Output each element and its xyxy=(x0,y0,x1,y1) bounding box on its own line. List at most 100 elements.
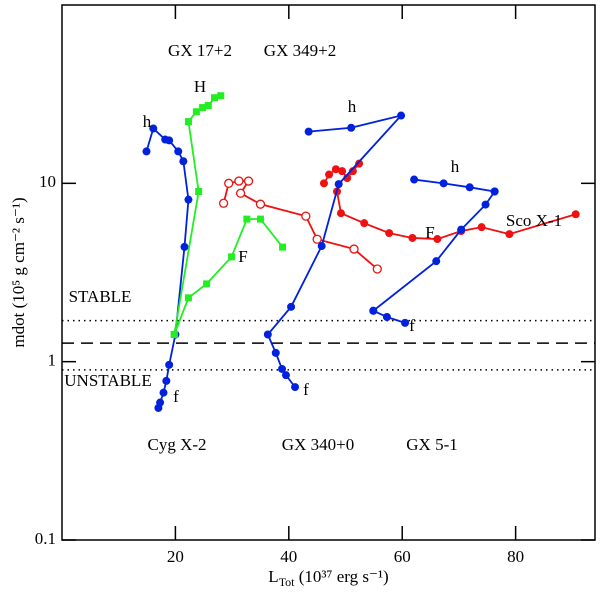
data-point xyxy=(179,157,188,166)
data-point xyxy=(490,187,499,196)
data-point xyxy=(159,388,168,397)
data-point xyxy=(195,187,203,195)
series-line xyxy=(372,190,496,312)
x-label-rest: (10³⁷ erg s⁻¹) xyxy=(295,567,389,586)
data-point xyxy=(281,371,290,380)
data-point xyxy=(571,210,580,219)
data-point xyxy=(218,198,229,208)
data-point xyxy=(304,127,313,136)
data-point xyxy=(347,123,356,132)
data-point xyxy=(271,348,280,357)
data-point xyxy=(154,403,163,412)
annotation: f xyxy=(409,316,415,335)
data-point xyxy=(235,188,246,198)
data-point xyxy=(204,102,212,110)
annotation: GX 17+2 xyxy=(168,41,232,60)
data-point xyxy=(256,215,264,223)
annotation: GX 340+0 xyxy=(282,435,354,454)
y-tick-label: 1 xyxy=(48,351,57,370)
annotation: UNSTABLE xyxy=(64,371,151,390)
annotation: f xyxy=(303,380,309,399)
annotation: F xyxy=(425,223,434,242)
data-point xyxy=(149,124,158,133)
data-point xyxy=(170,331,178,339)
data-point xyxy=(432,257,441,266)
data-point xyxy=(192,108,200,116)
data-point xyxy=(331,165,340,174)
data-point xyxy=(325,170,334,179)
x-axis-label: LTot (10³⁷ erg s⁻¹) xyxy=(268,567,388,589)
series-line xyxy=(336,191,576,240)
data-point xyxy=(505,230,514,239)
data-point xyxy=(397,111,406,120)
data-point xyxy=(243,176,254,186)
annotation: GX 5-1 xyxy=(406,435,457,454)
data-point xyxy=(142,147,151,156)
data-point xyxy=(184,118,192,126)
x-label-main: L xyxy=(268,567,278,586)
data-point xyxy=(348,167,357,176)
data-point xyxy=(174,147,183,156)
y-axis-label: mdot (10⁵ g cm⁻² s⁻¹) xyxy=(9,197,28,347)
data-point xyxy=(184,195,193,204)
data-point xyxy=(457,225,466,234)
series-line xyxy=(222,180,378,270)
data-point xyxy=(278,364,287,373)
annotation: F xyxy=(238,247,247,266)
plot-frame xyxy=(61,4,596,541)
data-point xyxy=(255,199,266,209)
data-point xyxy=(355,159,364,168)
annotation: h xyxy=(451,157,460,176)
series-line xyxy=(414,178,495,193)
data-point xyxy=(477,223,486,232)
series-line xyxy=(266,113,404,388)
data-point xyxy=(410,175,419,184)
annotation: h xyxy=(348,97,357,116)
data-point xyxy=(165,136,174,145)
data-point xyxy=(217,92,225,100)
data-point xyxy=(243,215,251,223)
data-point xyxy=(162,376,171,385)
data-point xyxy=(317,242,326,251)
data-point xyxy=(369,306,378,315)
annotation: Cyg X-2 xyxy=(147,435,206,454)
data-point xyxy=(382,313,391,322)
data-point xyxy=(279,243,287,251)
data-point xyxy=(287,302,296,311)
data-point xyxy=(263,330,272,339)
x-tick-label: 80 xyxy=(507,547,524,566)
data-point xyxy=(165,360,174,369)
annotation: f xyxy=(173,387,179,406)
data-point xyxy=(228,253,236,261)
data-point xyxy=(199,104,207,112)
series-line xyxy=(173,94,222,335)
annotation: h xyxy=(143,112,152,131)
data-point xyxy=(360,219,369,228)
annotation: STABLE xyxy=(69,287,132,306)
data-point xyxy=(336,209,345,218)
data-point xyxy=(224,178,234,188)
data-point xyxy=(349,244,359,254)
data-point xyxy=(291,383,300,392)
data-point xyxy=(319,179,328,188)
data-point xyxy=(184,294,192,302)
y-tick-label: 10 xyxy=(39,172,56,191)
x-label-sub: Tot xyxy=(279,575,295,589)
x-tick-label: 60 xyxy=(394,547,411,566)
data-point xyxy=(211,94,219,102)
x-tick-label: 40 xyxy=(280,547,297,566)
data-point xyxy=(203,280,211,288)
annotation: Sco X-1 xyxy=(506,211,562,230)
data-point xyxy=(180,242,189,251)
data-point xyxy=(401,318,410,327)
data-point xyxy=(408,233,417,242)
data-point xyxy=(372,264,382,274)
data-point xyxy=(334,180,343,189)
data-point xyxy=(385,229,394,238)
data-point xyxy=(433,235,442,244)
data-point xyxy=(301,211,311,221)
data-point xyxy=(481,200,490,209)
data-point xyxy=(465,183,474,192)
data-point xyxy=(234,176,244,186)
data-point xyxy=(338,167,347,176)
